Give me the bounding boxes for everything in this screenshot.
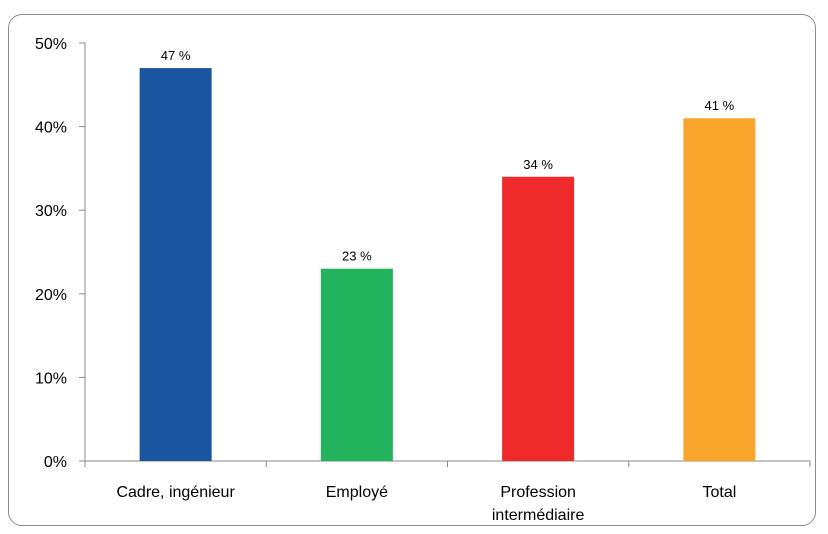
y-tick-label: 30% [35,203,67,220]
category-label: intermédiaire [492,507,585,524]
y-tick-label: 20% [35,287,67,304]
category-label: Profession [500,484,576,501]
bar [320,268,393,461]
bar [683,118,756,462]
category-label: Employé [326,484,388,501]
bar [139,68,212,461]
category-label: Total [702,484,736,501]
y-tick-label: 0% [44,454,67,471]
bar [502,176,575,461]
y-tick-label: 50% [35,36,67,53]
y-tick-label: 10% [35,370,67,387]
data-label: 47 % [161,48,191,63]
data-label: 23 % [342,249,372,264]
data-label: 34 % [523,157,553,172]
y-tick-label: 40% [35,120,67,137]
data-label: 41 % [705,98,735,113]
category-label: Cadre, ingénieur [116,484,235,501]
